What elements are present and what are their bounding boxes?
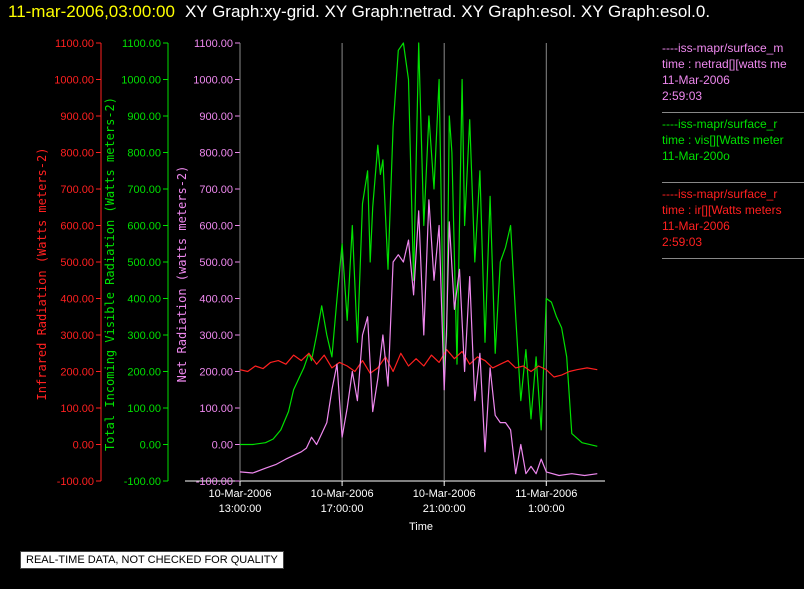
legend-entry-line: 2:59:03 <box>662 235 703 249</box>
legend-entry-line: time : netrad[][watts me <box>662 57 787 71</box>
x-tick-label-time: 21:00:00 <box>423 503 466 515</box>
vis-y-tick-label: 1000.00 <box>121 75 161 87</box>
net-y-axis-label: Net Radiation (watts meters-2) <box>175 166 189 383</box>
net-y-tick-label: -100.00 <box>196 476 233 488</box>
vis-y-tick-label: 700.00 <box>127 184 161 196</box>
ir-y-tick-label: 600.00 <box>60 221 94 233</box>
net-y-tick-label: 900.00 <box>199 111 233 123</box>
legend-entry-line: 2:59:03 <box>662 89 703 103</box>
x-tick-label-date: 11-Mar-2006 <box>515 488 577 500</box>
ir-y-tick-label: 800.00 <box>60 148 94 160</box>
vis-y-tick-label: 900.00 <box>127 111 161 123</box>
net-y-tick-label: 1000.00 <box>193 75 233 87</box>
header: 11-mar-2006,03:00:00 XY Graph:xy-grid. XY… <box>8 2 710 22</box>
vis-y-tick-label: 600.00 <box>127 221 161 233</box>
vis-y-axis-label: Total Incoming Visible Radiation (Watts … <box>103 97 117 451</box>
x-tick-label-time: 17:00:00 <box>321 503 364 515</box>
ir-y-tick-label: 1100.00 <box>55 38 94 50</box>
vis-series-line <box>240 42 598 447</box>
ir-y-tick-label: 900.00 <box>60 111 94 123</box>
ir-y-tick-label: 200.00 <box>60 367 94 379</box>
net-y-tick-label: 800.00 <box>199 148 233 160</box>
x-tick-label-date: 10-Mar-2006 <box>209 488 272 500</box>
net-y-tick-label: 700.00 <box>199 184 233 196</box>
legend-entry-line: 11-Mar-200o <box>662 149 730 163</box>
legend-entry-line: time : vis[][Watts meter <box>662 133 784 147</box>
ir-y-axis-label: Infrared Radiation (Watts meters-2) <box>35 148 49 401</box>
legend-separator <box>662 112 804 113</box>
legend-entry-line: 11-Mar-2006 <box>662 73 730 87</box>
x-axis-label: Time <box>409 521 433 533</box>
legend-entry-line: ----iss-mapr/surface_r <box>662 117 778 131</box>
net-y-tick-label: 200.00 <box>199 367 233 379</box>
legend-entry-line: time : ir[][Watts meters <box>662 203 782 217</box>
axes-layer: 10-Mar-2006 13:00:00 10-Mar-2006 17:00:00 10… <box>35 38 605 533</box>
ir-y-tick-label: 400.00 <box>60 294 94 306</box>
quality-notice: REAL-TIME DATA, NOT CHECKED FOR QUALITY <box>20 551 284 569</box>
vis-y-tick-label: 400.00 <box>127 294 161 306</box>
ir-series-line <box>239 349 598 378</box>
legend-separator <box>662 182 804 183</box>
vis-y-tick-label: 800.00 <box>127 148 161 160</box>
legend-entry-line: ----iss-mapr/surface_r <box>662 187 778 201</box>
legend-separator <box>662 258 804 259</box>
net-y-tick-label: 400.00 <box>199 294 233 306</box>
ir-y-tick-label: 0.00 <box>73 440 94 452</box>
header-graph-list: XY Graph:xy-grid. XY Graph:netrad. XY Gr… <box>184 2 711 21</box>
ir-y-tick-label: 700.00 <box>60 184 94 196</box>
legend-entry-line: 11-Mar-2006 <box>662 219 730 233</box>
header-time: 11-mar-2006,03:00:00 <box>8 2 175 21</box>
plot-area <box>239 42 598 481</box>
net-y-tick-label: 0.00 <box>212 440 233 452</box>
net-series-line <box>239 199 598 477</box>
vis-y-tick-label: 0.00 <box>140 440 161 452</box>
vis-y-tick-label: 500.00 <box>127 257 161 269</box>
x-tick-label-time: 13:00:00 <box>219 503 262 515</box>
net-y-tick-label: 100.00 <box>199 403 233 415</box>
ir-y-tick-label: 1000.00 <box>54 75 94 87</box>
net-y-tick-label: 600.00 <box>199 221 233 233</box>
x-tick-label-date: 10-Mar-2006 <box>413 488 476 500</box>
ir-y-tick-label: 300.00 <box>60 330 94 342</box>
net-y-tick-label: 300.00 <box>199 330 233 342</box>
vis-y-tick-label: -100.00 <box>124 476 161 488</box>
ir-y-tick-label: -100.00 <box>57 476 94 488</box>
vis-y-tick-label: 300.00 <box>127 330 161 342</box>
net-y-tick-label: 500.00 <box>199 257 233 269</box>
x-tick-label-date: 10-Mar-2006 <box>311 488 374 500</box>
net-y-tick-label: 1100.00 <box>194 38 233 50</box>
vis-y-tick-label: 200.00 <box>127 367 161 379</box>
ir-y-tick-label: 500.00 <box>60 257 94 269</box>
vis-y-tick-label: 1100.00 <box>122 38 161 50</box>
legend-entry-line: ----iss-mapr/surface_m <box>662 41 784 55</box>
vis-y-tick-label: 100.00 <box>127 403 161 415</box>
x-tick-label-time: 1:00:00 <box>528 503 565 515</box>
ir-y-tick-label: 100.00 <box>60 403 94 415</box>
